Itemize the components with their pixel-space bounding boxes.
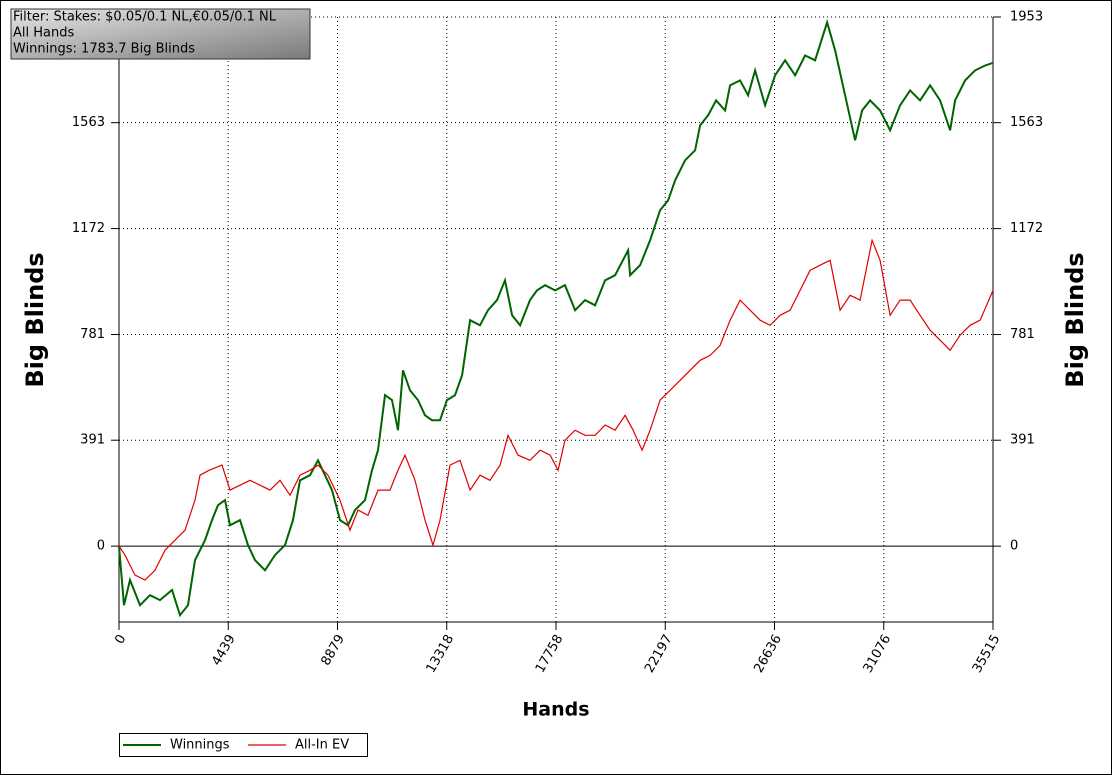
y2-tick-label: 1172 [1010, 221, 1043, 236]
y-tick-label: 0 [97, 539, 105, 554]
series-line [118, 18, 994, 618]
legend-label: All-In EV [295, 738, 349, 753]
y2-tick-label: 1563 [1010, 115, 1043, 130]
series-line [118, 238, 994, 581]
y-tick-label: 391 [80, 433, 105, 448]
info-line: Winnings: 1783.7 Big Blinds [13, 42, 195, 57]
info-line: All Hands [13, 26, 74, 41]
legend [119, 733, 368, 757]
y-tick-label: 1563 [72, 115, 105, 130]
y2-tick-label: 781 [1010, 327, 1035, 342]
y-axis-title: Big Blinds [21, 252, 49, 387]
y2-tick-label: 391 [1010, 433, 1035, 448]
legend-label: Winnings [170, 738, 230, 753]
x-axis-title: Hands [522, 699, 589, 721]
y-tick-label: 1172 [72, 221, 105, 236]
y-tick-label: 781 [80, 327, 105, 342]
info-box [10, 8, 311, 60]
y2-axis-title: Big Blinds [1061, 252, 1089, 387]
y2-tick-label: 1953 [1010, 10, 1043, 25]
y2-tick-label: 0 [1010, 539, 1018, 554]
info-line: Filter: Stakes: $0.05/0.1 NL,€0.05/0.1 N… [13, 10, 277, 25]
